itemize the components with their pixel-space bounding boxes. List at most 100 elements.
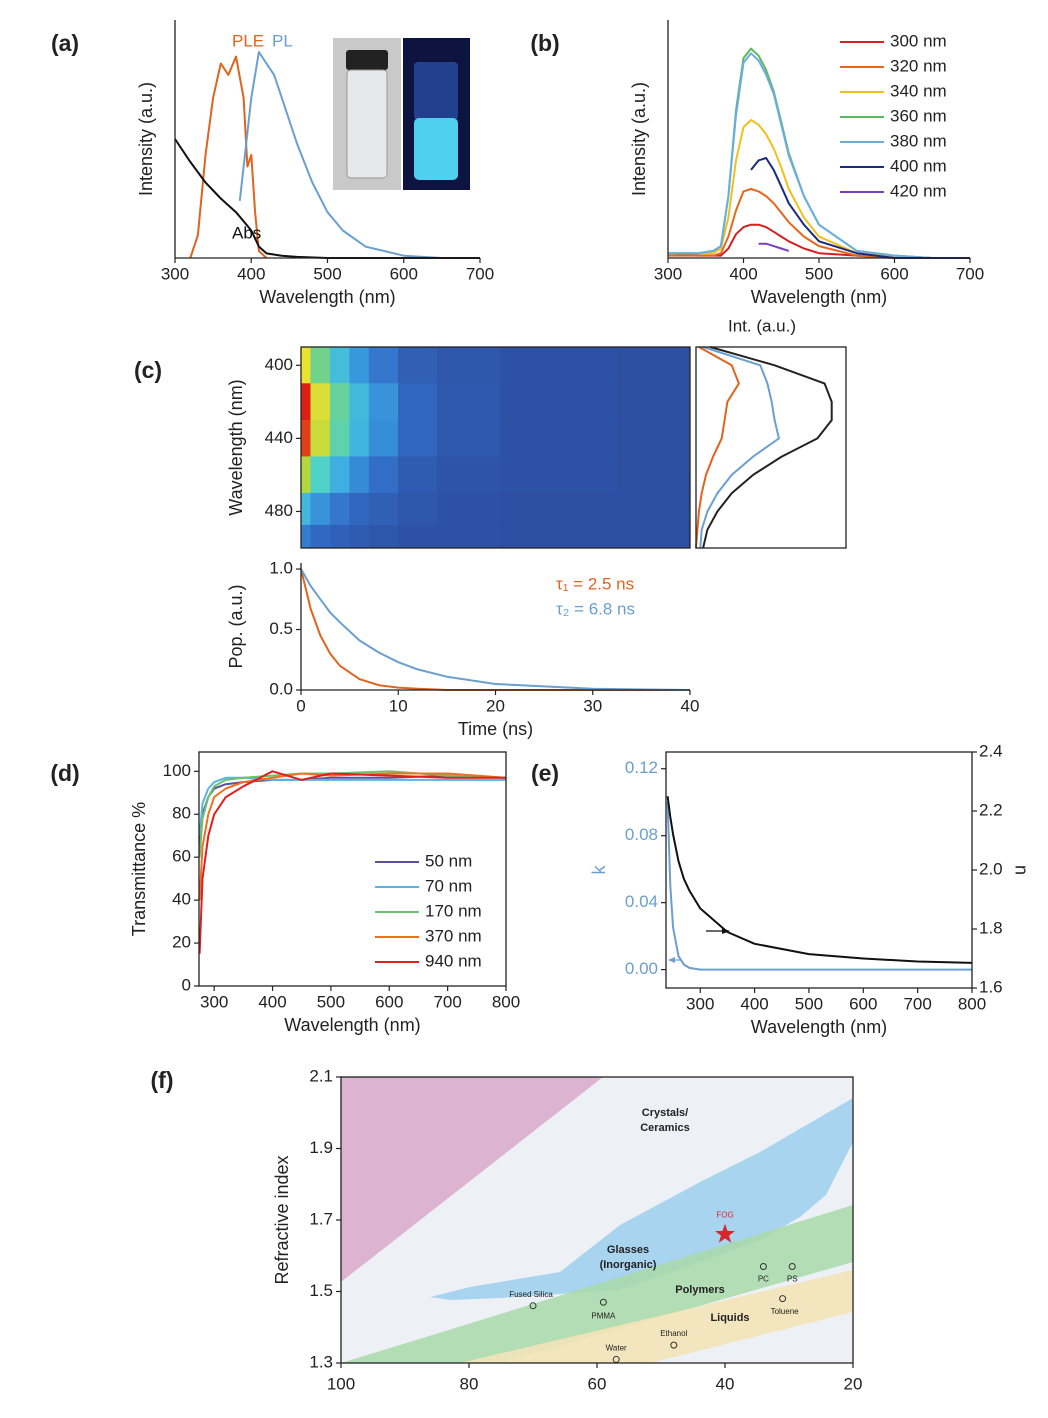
x-tick-label: 700 (433, 992, 461, 1011)
heat-cell (300, 492, 311, 526)
x-tick-label: 40 (681, 696, 700, 715)
plot-frame (695, 346, 847, 549)
y-tick-label: 0.5 (269, 619, 293, 638)
legend-label: 360 nm (890, 106, 947, 125)
plot-frame (198, 751, 507, 987)
y-axis-label: Refractive index (272, 1155, 292, 1284)
heat-cell (329, 383, 350, 421)
heat-cell (329, 456, 350, 494)
x-tick-label: 10 (389, 696, 408, 715)
x-tick-label: 400 (740, 994, 768, 1013)
heat-cell (398, 524, 438, 549)
x-tick-label: 600 (390, 264, 418, 283)
region-liquids (460, 1270, 853, 1363)
heat-cell (436, 346, 501, 384)
x-tick-label: 600 (375, 992, 403, 1011)
point (788, 1262, 796, 1270)
panel-label: (c) (134, 357, 162, 383)
heat-cell (500, 383, 618, 421)
series-label: PLE (232, 31, 264, 50)
y-tick-label: 440 (265, 428, 293, 447)
x-axis-label: Time (ns) (458, 719, 533, 739)
panel-label: (a) (51, 30, 79, 56)
series-label: τ₁ = 2.5 ns (556, 574, 634, 593)
series-line (198, 776, 506, 836)
region-glasses (430, 1098, 853, 1300)
y-tick-label: 0.04 (625, 892, 658, 911)
y-tick-label: 0.00 (625, 959, 658, 978)
series-line (189, 55, 268, 259)
series-line (198, 770, 506, 954)
heat-cell (329, 524, 350, 549)
legend-label: 340 nm (890, 81, 947, 100)
series-line (702, 346, 833, 549)
heat-cell (398, 492, 438, 526)
x-tick-label: 30 (583, 696, 602, 715)
x-tick-label: 400 (729, 264, 757, 283)
y-tick-label: 100 (163, 761, 191, 780)
y-tick-label: 2.1 (309, 1066, 333, 1085)
heat-cell (500, 492, 618, 526)
heat-cell (500, 346, 618, 384)
legend-label: 400 nm (890, 156, 947, 175)
heat-cell (300, 346, 311, 384)
heat-cell (398, 383, 438, 421)
heat-cell (349, 524, 370, 549)
heat-cell (368, 419, 399, 457)
vial-cap (346, 50, 388, 70)
y-tick-label: 400 (265, 355, 293, 374)
heat-cell (310, 492, 331, 526)
heat-cell (616, 419, 691, 457)
y-axis-label: Pop. (a.u.) (226, 584, 246, 668)
heat-cell (300, 419, 311, 457)
y-axis-label: Wavelength (nm) (226, 379, 246, 515)
series-line (695, 346, 740, 549)
series-line (699, 346, 780, 549)
plot-frame (665, 751, 973, 989)
x-tick-label: 80 (460, 1374, 479, 1393)
legend-label: 370 nm (425, 926, 482, 945)
x-tick-label: 700 (956, 264, 984, 283)
x-tick-label: 600 (880, 264, 908, 283)
legend-label: 70 nm (425, 876, 472, 895)
panel-label: (d) (50, 760, 79, 786)
x-axis-label: Wavelength (nm) (751, 1017, 887, 1037)
region-label: Glasses (607, 1244, 649, 1256)
x-axis-label: Int. (a.u.) (728, 316, 796, 335)
legend-label: 380 nm (890, 131, 947, 150)
y-tick-label: 0.0 (269, 679, 293, 698)
panel-label: (b) (530, 30, 559, 56)
x-axis-label: Wavelength (nm) (751, 287, 887, 307)
y2-axis-label: n (1011, 865, 1031, 875)
y-tick-label: 40 (172, 890, 191, 909)
region-label: Polymers (675, 1284, 725, 1296)
x-tick-label: 100 (327, 1374, 355, 1393)
point-label: Water (606, 1344, 627, 1353)
x-tick-label: 20 (486, 696, 505, 715)
point (759, 1262, 767, 1270)
y-tick-label: 60 (172, 847, 191, 866)
region-pink (341, 1077, 603, 1282)
series-label: PL (272, 31, 293, 50)
point-label: FOG (716, 1210, 733, 1219)
heat-cell (500, 419, 618, 457)
heat-cell (398, 419, 438, 457)
region-label: (Inorganic) (600, 1259, 657, 1271)
heat-cell (300, 383, 311, 421)
heat-cell (436, 456, 501, 494)
heat-cell (436, 419, 501, 457)
vial-top-uv (414, 62, 458, 120)
y-tick-label: 0 (182, 975, 191, 994)
point (529, 1302, 537, 1310)
y-tick-label: 1.0 (269, 559, 293, 578)
x-tick-label: 700 (903, 994, 931, 1013)
series-line (198, 772, 507, 901)
x-tick-label: 60 (588, 1374, 607, 1393)
series-line (668, 52, 970, 259)
y2-tick-label: 1.8 (979, 918, 1003, 937)
legend-label: 170 nm (425, 901, 482, 920)
point-label: Ethanol (660, 1329, 687, 1338)
legend-label: 940 nm (425, 951, 482, 970)
heat-cell (300, 524, 311, 549)
x-tick-label: 500 (317, 992, 345, 1011)
